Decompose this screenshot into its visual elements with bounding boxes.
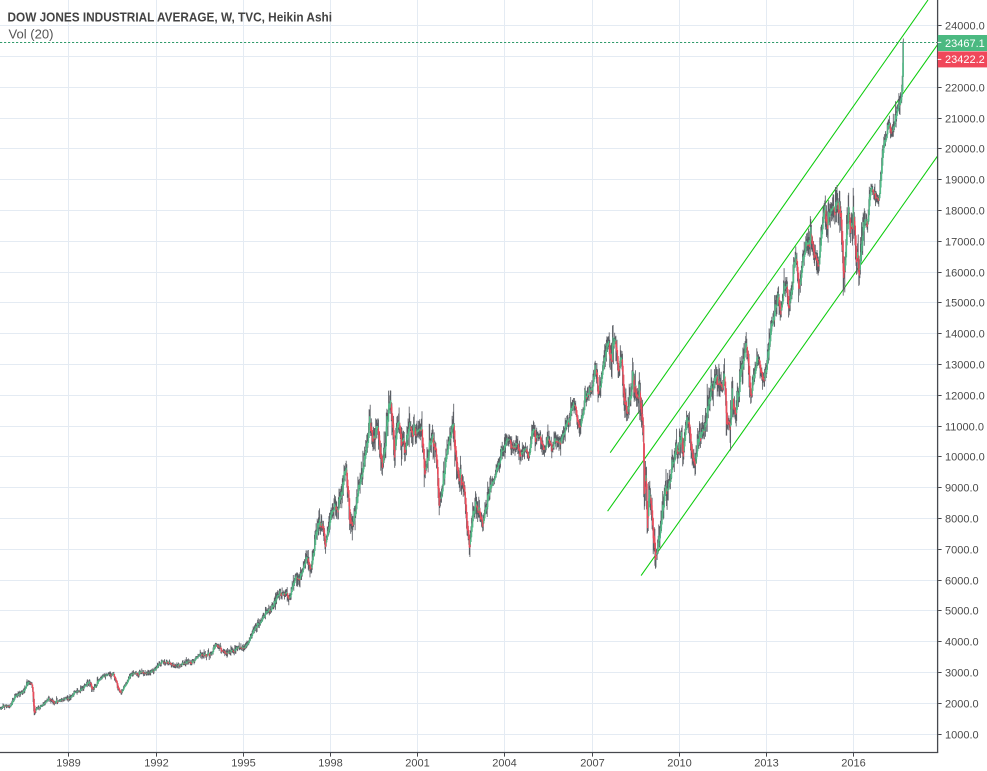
svg-text:4000.0: 4000.0 <box>945 636 979 648</box>
svg-text:11000.0: 11000.0 <box>945 421 984 433</box>
svg-text:2016: 2016 <box>841 758 865 770</box>
svg-text:2000.0: 2000.0 <box>945 698 979 710</box>
svg-text:1995: 1995 <box>231 758 255 770</box>
svg-text:14000.0: 14000.0 <box>945 328 985 340</box>
svg-text:2001: 2001 <box>405 758 429 770</box>
svg-text:9000.0: 9000.0 <box>945 482 979 494</box>
svg-text:10000.0: 10000.0 <box>945 451 985 463</box>
svg-text:20000.0: 20000.0 <box>945 143 985 155</box>
svg-text:13000.0: 13000.0 <box>945 359 985 371</box>
svg-text:1992: 1992 <box>144 758 168 770</box>
svg-text:16000.0: 16000.0 <box>945 267 985 279</box>
svg-text:6000.0: 6000.0 <box>945 575 979 587</box>
svg-text:17000.0: 17000.0 <box>945 236 985 248</box>
svg-text:2013: 2013 <box>754 758 778 770</box>
svg-text:8000.0: 8000.0 <box>945 513 979 525</box>
svg-text:15000.0: 15000.0 <box>945 297 985 309</box>
svg-text:5000.0: 5000.0 <box>945 605 979 617</box>
svg-text:1989: 1989 <box>56 758 80 770</box>
svg-text:2007: 2007 <box>580 758 604 770</box>
svg-text:18000.0: 18000.0 <box>945 205 985 217</box>
svg-text:1000.0: 1000.0 <box>945 729 979 741</box>
svg-text:24000.0: 24000.0 <box>945 20 985 32</box>
svg-text:Vol (20): Vol (20) <box>9 28 54 42</box>
svg-text:23422.2: 23422.2 <box>945 54 985 66</box>
svg-text:23467.1: 23467.1 <box>945 38 985 50</box>
svg-text:19000.0: 19000.0 <box>945 174 985 186</box>
svg-text:1998: 1998 <box>318 758 342 770</box>
svg-text:12000.0: 12000.0 <box>945 390 985 402</box>
svg-text:7000.0: 7000.0 <box>945 544 979 556</box>
svg-text:22000.0: 22000.0 <box>945 82 985 94</box>
svg-text:DOW JONES INDUSTRIAL AVERAGE,: DOW JONES INDUSTRIAL AVERAGE, W, TVC, He… <box>8 11 333 25</box>
svg-text:2004: 2004 <box>492 758 516 770</box>
svg-text:3000.0: 3000.0 <box>945 667 979 679</box>
svg-text:2010: 2010 <box>667 758 691 770</box>
svg-text:21000.0: 21000.0 <box>945 113 985 125</box>
